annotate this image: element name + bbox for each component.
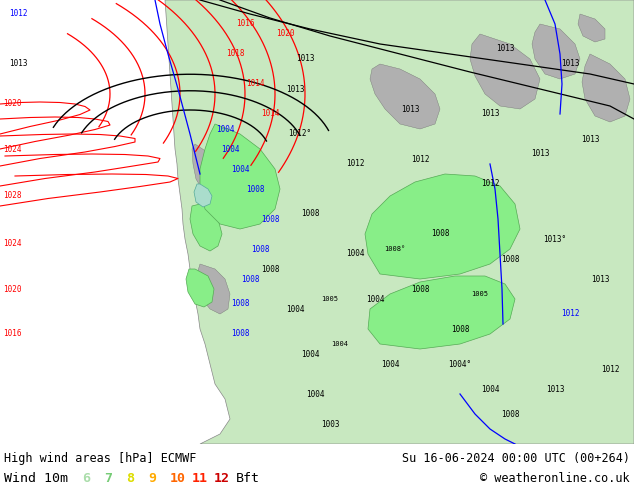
Text: 1008: 1008 [261,215,279,223]
Text: 7: 7 [104,472,112,485]
Text: 1003: 1003 [321,419,339,428]
Text: 1012: 1012 [9,9,27,19]
Text: 1012: 1012 [560,310,579,318]
Text: 1008: 1008 [501,254,519,264]
Text: 1004: 1004 [481,385,499,393]
Text: 1004: 1004 [221,145,239,153]
Text: 1020: 1020 [3,99,22,108]
Polygon shape [165,0,634,444]
Text: 1013: 1013 [481,109,499,119]
Text: 1013: 1013 [531,149,549,158]
Text: High wind areas [hPa] ECMWF: High wind areas [hPa] ECMWF [4,452,197,465]
Text: 1004: 1004 [306,390,324,398]
Text: Wind 10m: Wind 10m [4,472,68,485]
Text: 1012: 1012 [481,179,499,189]
Text: 1013: 1013 [581,134,599,144]
Polygon shape [582,54,630,122]
Polygon shape [578,14,605,42]
Polygon shape [197,264,230,314]
Polygon shape [192,144,225,194]
Text: 1014: 1014 [261,109,279,119]
Text: 1013: 1013 [295,54,314,64]
Text: 1008: 1008 [301,210,320,219]
Polygon shape [470,34,540,109]
Text: 1013: 1013 [401,104,419,114]
Text: 1013: 1013 [496,45,514,53]
Text: Su 16-06-2024 00:00 UTC (00+264): Su 16-06-2024 00:00 UTC (00+264) [402,452,630,465]
Text: 1013°: 1013° [543,235,567,244]
Text: 1008: 1008 [241,274,259,284]
Polygon shape [370,64,440,129]
Polygon shape [194,184,212,207]
Text: 1012: 1012 [601,365,619,373]
Text: 6: 6 [82,472,90,485]
Text: 1013: 1013 [286,84,304,94]
Text: 1005: 1005 [321,296,339,302]
Text: 1020: 1020 [276,29,294,39]
Text: 1008: 1008 [501,410,519,418]
Text: 1004: 1004 [216,124,234,133]
Polygon shape [186,269,214,307]
Text: 12: 12 [214,472,230,485]
Text: 1008: 1008 [251,245,269,253]
Polygon shape [368,276,515,349]
Text: 1004°: 1004° [448,360,472,368]
Text: 1012: 1012 [346,160,365,169]
Text: 11: 11 [192,472,208,485]
Text: 1008: 1008 [231,329,249,339]
Text: 1024: 1024 [3,240,22,248]
Text: 1005: 1005 [472,291,489,297]
Text: 1008: 1008 [261,265,279,273]
Text: 1004: 1004 [332,341,349,347]
Text: 1008: 1008 [246,185,264,194]
Polygon shape [200,124,280,229]
Text: 1004: 1004 [366,294,384,303]
Text: 1004: 1004 [301,349,320,359]
Text: 1004: 1004 [231,165,249,173]
Text: 9: 9 [148,472,156,485]
Text: 1004: 1004 [381,360,399,368]
Text: 1016: 1016 [3,329,22,339]
Text: Bft: Bft [236,472,260,485]
Text: 1004: 1004 [346,249,365,259]
Text: 1020: 1020 [3,285,22,294]
Text: 1024: 1024 [3,145,22,153]
Text: 1014: 1014 [246,79,264,89]
Text: 1012°: 1012° [288,129,311,139]
Text: 1008°: 1008° [384,246,406,252]
Text: 1013: 1013 [591,274,609,284]
Text: 1008: 1008 [411,285,429,294]
Text: 1004: 1004 [286,304,304,314]
Polygon shape [532,24,580,79]
Text: 1028: 1028 [3,192,22,200]
Text: 1013: 1013 [546,385,564,393]
Text: © weatheronline.co.uk: © weatheronline.co.uk [481,472,630,485]
Text: 1013: 1013 [9,59,27,69]
Text: 8: 8 [126,472,134,485]
Text: 1018: 1018 [226,49,244,58]
Text: 1008: 1008 [430,229,450,239]
Text: 1008: 1008 [231,299,249,309]
Text: 1008: 1008 [451,324,469,334]
Text: 1013: 1013 [560,59,579,69]
Polygon shape [365,174,520,279]
Text: 10: 10 [170,472,186,485]
Text: 1012: 1012 [411,154,429,164]
Polygon shape [190,204,222,251]
Text: 1016: 1016 [236,20,254,28]
